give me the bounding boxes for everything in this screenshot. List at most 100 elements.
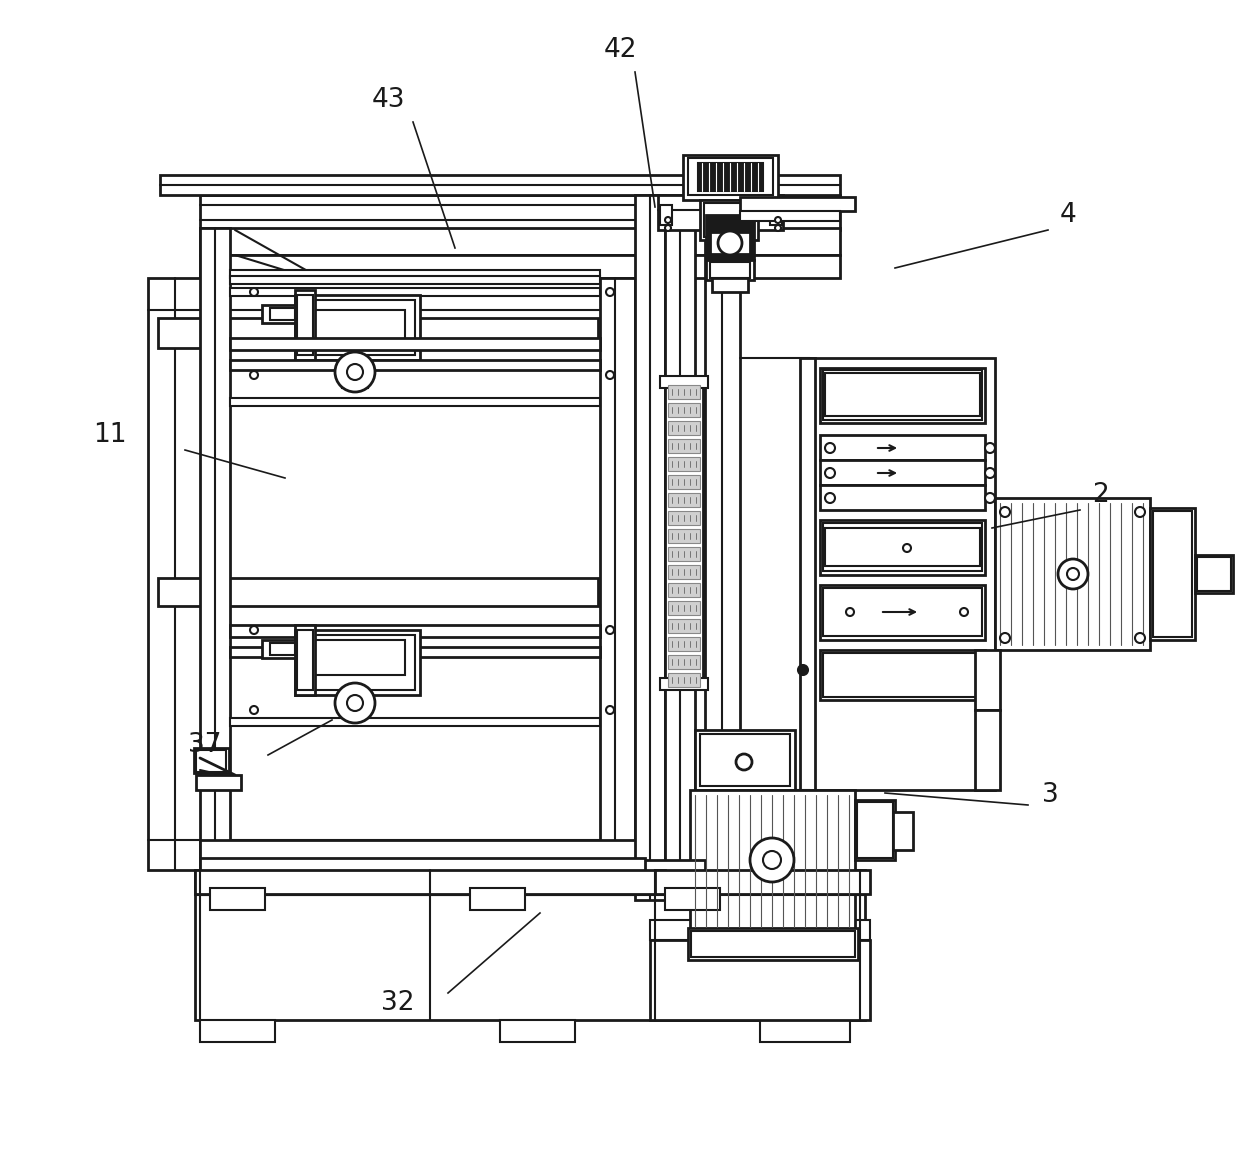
Bar <box>665 380 703 680</box>
Bar <box>688 158 773 195</box>
Bar <box>148 278 610 871</box>
Bar <box>825 527 980 566</box>
Bar <box>857 802 893 858</box>
Text: 43: 43 <box>371 88 404 113</box>
Bar <box>701 200 758 240</box>
Bar <box>635 876 706 890</box>
Bar <box>994 498 1149 650</box>
Bar <box>820 520 985 575</box>
Bar <box>823 523 982 571</box>
Text: 32: 32 <box>381 990 414 1016</box>
Circle shape <box>1058 559 1087 589</box>
Bar <box>665 228 694 871</box>
Bar <box>698 163 763 191</box>
Bar <box>1197 557 1231 591</box>
Bar <box>160 175 839 195</box>
Bar <box>668 547 701 561</box>
Bar <box>655 871 870 894</box>
Bar <box>820 435 985 460</box>
Bar <box>500 1020 575 1042</box>
Bar <box>229 398 600 406</box>
Bar <box>668 565 701 579</box>
Circle shape <box>250 288 258 296</box>
Bar <box>229 277 600 284</box>
Bar <box>650 920 870 939</box>
Bar <box>200 228 839 256</box>
Text: 11: 11 <box>93 422 126 448</box>
Bar <box>701 734 790 787</box>
Bar <box>668 584 701 598</box>
Bar <box>339 696 373 703</box>
Bar <box>300 635 415 690</box>
Circle shape <box>250 706 258 714</box>
Circle shape <box>903 544 911 552</box>
Bar <box>660 376 708 387</box>
Circle shape <box>825 468 835 478</box>
Bar <box>823 588 982 636</box>
Circle shape <box>606 288 614 296</box>
Bar <box>668 403 701 417</box>
Circle shape <box>750 838 794 882</box>
Bar <box>820 585 985 640</box>
Circle shape <box>775 217 781 223</box>
Circle shape <box>250 371 258 379</box>
Bar <box>683 155 777 200</box>
Bar <box>200 1020 275 1042</box>
Circle shape <box>1135 633 1145 643</box>
Bar <box>600 278 635 871</box>
Circle shape <box>1135 506 1145 517</box>
Bar <box>706 195 740 900</box>
Circle shape <box>1066 568 1079 580</box>
Bar <box>712 278 748 292</box>
Bar <box>975 710 999 790</box>
Bar <box>668 475 701 489</box>
Bar <box>740 197 856 211</box>
Bar <box>706 215 754 260</box>
Circle shape <box>846 608 854 616</box>
Bar <box>1195 555 1233 593</box>
Text: 3: 3 <box>1042 782 1059 808</box>
Bar <box>668 619 701 633</box>
Circle shape <box>606 706 614 714</box>
Bar <box>800 358 815 790</box>
Bar <box>856 801 895 860</box>
Bar <box>342 703 368 721</box>
Bar <box>668 529 701 543</box>
Text: 2: 2 <box>1091 482 1109 508</box>
Bar <box>668 457 701 471</box>
Bar <box>706 260 754 280</box>
Bar <box>711 232 750 254</box>
Bar <box>658 195 782 230</box>
Circle shape <box>606 626 614 634</box>
Bar <box>200 256 839 278</box>
Bar <box>295 295 420 359</box>
Bar <box>229 647 600 657</box>
Bar <box>295 630 420 696</box>
Bar <box>1153 511 1192 637</box>
Circle shape <box>335 683 374 724</box>
Bar <box>668 492 701 506</box>
Bar <box>660 678 708 690</box>
Circle shape <box>775 225 781 231</box>
Bar <box>229 288 600 296</box>
Bar <box>820 368 985 422</box>
Bar <box>760 1020 849 1042</box>
Circle shape <box>799 665 808 675</box>
Bar <box>298 630 312 690</box>
Bar <box>470 888 525 910</box>
Bar <box>635 195 665 900</box>
Bar <box>157 317 598 348</box>
Bar <box>339 362 373 370</box>
Circle shape <box>250 626 258 634</box>
Bar <box>668 439 701 453</box>
Bar <box>229 626 600 637</box>
Bar <box>668 421 701 435</box>
Bar <box>668 601 701 615</box>
Bar <box>893 812 913 850</box>
Text: 42: 42 <box>603 37 637 63</box>
Bar <box>295 291 315 359</box>
Bar <box>200 858 645 873</box>
Bar <box>635 860 706 876</box>
Bar <box>650 939 870 1020</box>
Bar <box>195 871 866 1020</box>
